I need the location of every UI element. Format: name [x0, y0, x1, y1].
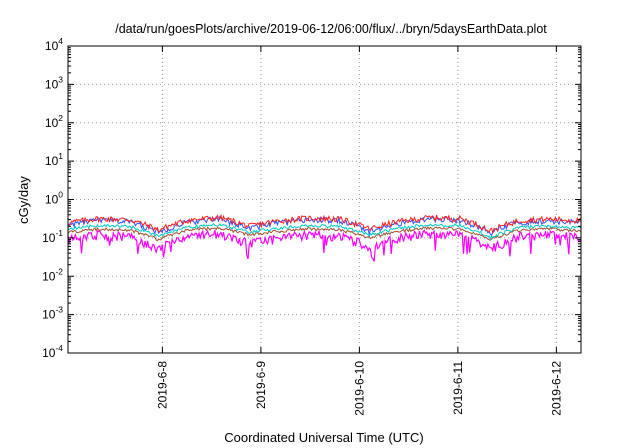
y-tick-label: 100 [45, 190, 63, 207]
y-tick-label: 10-4 [42, 343, 63, 360]
x-tick-label: 2019-6-10 [352, 361, 366, 416]
series-layer [67, 213, 582, 262]
series-line [67, 213, 582, 235]
chart-title: /data/run/goesPlots/archive/2019-06-12/0… [115, 22, 547, 36]
y-tick-label: 10-3 [42, 305, 63, 322]
x-axis-label: Coordinated Universal Time (UTC) [224, 430, 423, 445]
y-axis-label: cGy/day [16, 176, 31, 224]
y-axis: 104 103 102 101 100 10-1 10-2 10-3 10-4 [42, 36, 581, 360]
series-line [67, 229, 582, 262]
x-tick-label: 2019-6-8 [155, 361, 169, 409]
x-axis: 2019-6-8 2019-6-9 2019-6-10 2019-6-11 2019-6… [155, 46, 563, 416]
series-line [67, 226, 582, 242]
y-tick-label: 102 [45, 113, 63, 130]
y-tick-label: 10-2 [42, 266, 63, 283]
y-tick-label: 103 [45, 74, 63, 91]
series-line [67, 223, 582, 241]
grid-lines [68, 46, 581, 353]
x-tick-label: 2019-6-12 [549, 361, 563, 416]
y-tick-label: 104 [45, 36, 63, 53]
x-tick-label: 2019-6-9 [254, 361, 268, 409]
x-tick-label: 2019-6-11 [451, 361, 465, 415]
y-tick-label: 10-1 [42, 228, 63, 245]
y-tick-label: 101 [45, 151, 63, 168]
